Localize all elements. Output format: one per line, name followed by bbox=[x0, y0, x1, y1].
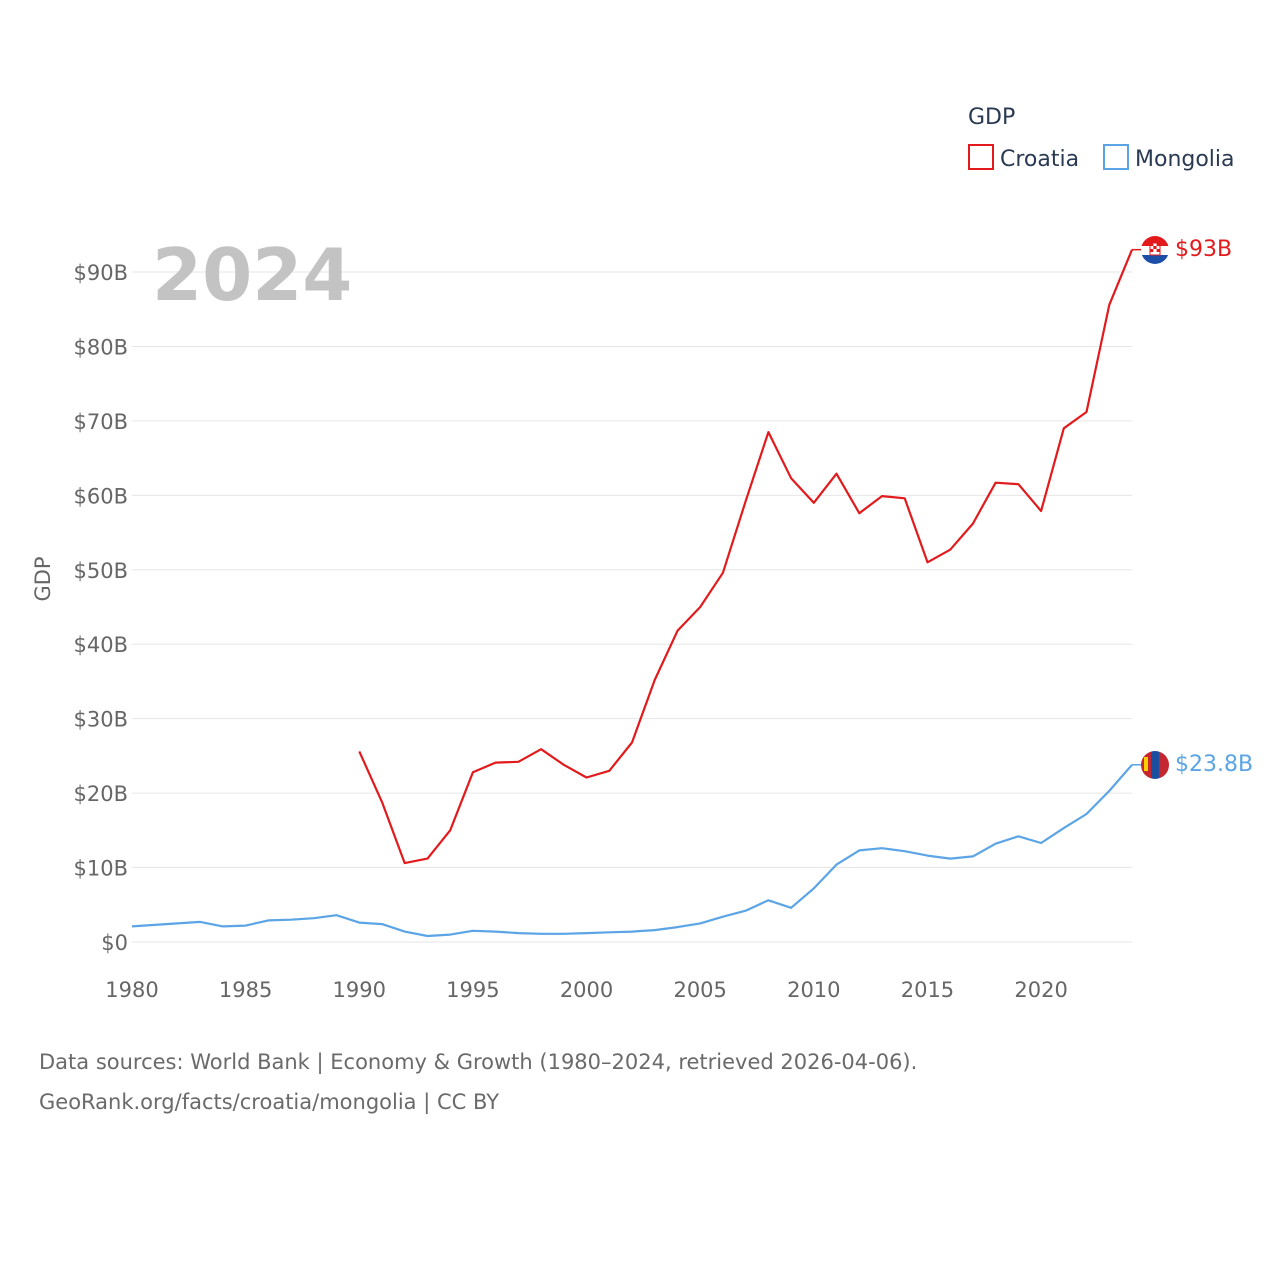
x-tick-label: 1985 bbox=[219, 978, 272, 1002]
x-tick-label: 2005 bbox=[673, 978, 726, 1002]
legend: GDP Croatia Mongolia bbox=[968, 105, 1235, 172]
y-tick-label: $30B bbox=[74, 708, 129, 732]
series-line-croatia[interactable] bbox=[358, 249, 1134, 865]
croatia-flag-icon bbox=[1141, 236, 1169, 264]
y-tick-label: $40B bbox=[74, 633, 129, 657]
x-tick-label: 2000 bbox=[560, 978, 613, 1002]
legend-label-mongolia: Mongolia bbox=[1135, 147, 1235, 172]
footer-link[interactable]: GeoRank.org/facts/croatia/mongolia | CC … bbox=[39, 1090, 500, 1114]
x-tick-label: 1980 bbox=[105, 978, 158, 1002]
y-tick-label: $60B bbox=[74, 484, 129, 508]
legend-label-croatia: Croatia bbox=[1000, 147, 1079, 172]
y-axis-title: GDP bbox=[31, 556, 55, 601]
y-tick-label: $0 bbox=[101, 931, 128, 955]
x-tick-label: 2020 bbox=[1014, 978, 1067, 1002]
y-tick-label: $50B bbox=[74, 559, 129, 583]
y-axis-ticks: $0 $10B $20B $30B $40B $50B $60B $70B $80B $90B bbox=[74, 261, 129, 955]
x-tick-label: 1990 bbox=[333, 978, 386, 1002]
footer-sources: Data sources: World Bank | Economy & Gro… bbox=[39, 1050, 918, 1074]
legend-title: GDP bbox=[968, 105, 1015, 130]
legend-swatch-mongolia bbox=[1103, 144, 1129, 170]
legend-item-croatia[interactable]: Croatia bbox=[968, 144, 1079, 172]
y-tick-label: $90B bbox=[74, 261, 129, 285]
gdp-line-chart: $0 $10B $20B $30B $40B $50B $60B $70B $80B $90B 1… bbox=[31, 105, 1253, 1002]
year-label: 2024 bbox=[152, 233, 352, 317]
end-label-croatia: $93B bbox=[1175, 237, 1232, 262]
legend-item-mongolia[interactable]: Mongolia bbox=[1103, 144, 1235, 172]
x-axis-ticks: 1980 1985 1990 1995 2000 2005 2010 2015 2020 bbox=[105, 978, 1068, 1002]
footer: Data sources: World Bank | Economy & Gro… bbox=[39, 1042, 917, 1122]
series-line-mongolia[interactable] bbox=[131, 764, 1133, 938]
series bbox=[131, 248, 1143, 938]
y-tick-label: $10B bbox=[74, 857, 129, 881]
y-tick-label: $80B bbox=[74, 335, 129, 359]
y-tick-label: $20B bbox=[74, 782, 129, 806]
y-tick-label: $70B bbox=[74, 410, 129, 434]
end-label-mongolia: $23.8B bbox=[1175, 752, 1253, 777]
x-tick-label: 2015 bbox=[901, 978, 954, 1002]
legend-swatch-croatia bbox=[968, 144, 994, 170]
x-tick-label: 1995 bbox=[446, 978, 499, 1002]
x-tick-label: 2010 bbox=[787, 978, 840, 1002]
mongolia-flag-icon bbox=[1141, 751, 1169, 779]
grid bbox=[132, 271, 1132, 943]
